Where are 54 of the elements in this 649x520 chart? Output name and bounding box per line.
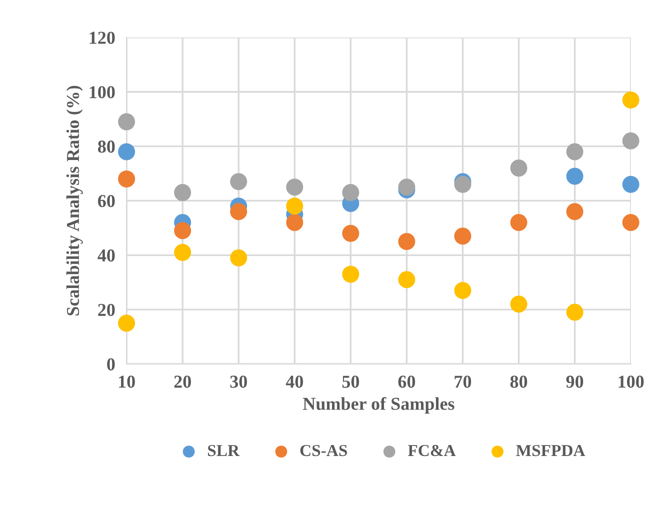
x-tick-label: 60 [398, 376, 416, 388]
point [174, 184, 192, 202]
point [566, 143, 584, 160]
x-tick-label: 40 [286, 376, 303, 388]
point [342, 224, 360, 242]
point [454, 228, 472, 245]
point [510, 214, 528, 231]
x-axis-title: Number of Samples [302, 397, 454, 414]
y-tick-label: 40 [98, 249, 115, 262]
x-tick-label: 100 [618, 376, 644, 388]
y-tick-label: 100 [90, 86, 115, 98]
point [566, 168, 584, 185]
legend-label: SLR [208, 444, 240, 456]
point [566, 304, 584, 321]
x-tick-label: 30 [230, 376, 247, 388]
point [398, 233, 416, 250]
x-tick-label: 50 [342, 376, 360, 388]
point [622, 214, 640, 231]
y-tick-label: 0 [107, 358, 115, 370]
point [118, 113, 136, 130]
x-tick-label: 70 [454, 376, 472, 388]
point [286, 198, 304, 215]
point [118, 314, 136, 332]
point [342, 184, 360, 202]
point [286, 178, 304, 196]
point [510, 296, 528, 313]
point [230, 203, 248, 220]
y-axis-title: Scalability Analysis Ratio (%) [66, 86, 83, 316]
x-tick-label: 10 [118, 376, 135, 388]
x-tick-label: 20 [174, 376, 191, 388]
point [286, 214, 304, 231]
point [398, 271, 416, 288]
point [566, 203, 584, 220]
y-tick-label: 120 [90, 32, 115, 44]
legend-label: MSFPDA [516, 444, 586, 456]
point [174, 222, 192, 240]
point [454, 282, 472, 300]
point [342, 266, 360, 283]
point [622, 132, 640, 150]
point [622, 92, 640, 109]
y-tick-label: 80 [98, 140, 115, 153]
legend-label: FC&A [408, 444, 456, 456]
point [230, 249, 248, 266]
point [230, 173, 248, 190]
point [510, 160, 528, 177]
y-tick-label: 20 [98, 304, 115, 316]
x-tick-label: 80 [510, 376, 528, 388]
y-tick-label: 60 [98, 194, 115, 208]
point [118, 143, 136, 160]
point [118, 170, 136, 188]
x-tick-label: 90 [566, 376, 584, 388]
point [622, 176, 640, 193]
point [174, 244, 192, 261]
legend-label: CS-AS [300, 444, 347, 456]
